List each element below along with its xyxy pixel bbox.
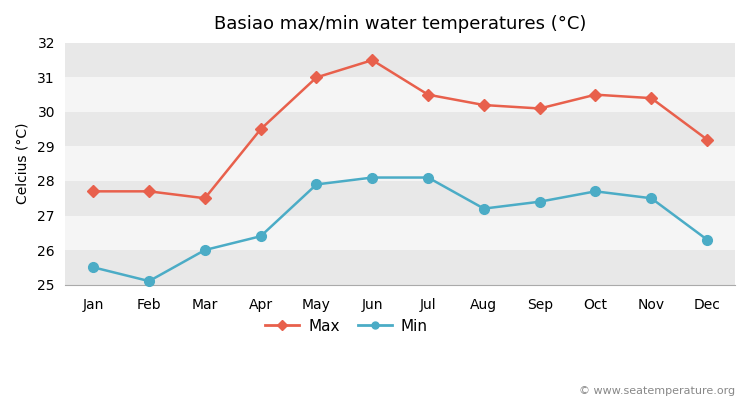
Max [256, 127, 265, 132]
Min [591, 189, 600, 194]
Min [256, 234, 265, 239]
Line: Max: Max [89, 56, 711, 202]
Max [536, 106, 544, 111]
Min [312, 182, 321, 187]
Bar [65, 112, 735, 146]
Max [368, 58, 376, 62]
Min [424, 175, 433, 180]
Min [646, 196, 656, 201]
Max [145, 189, 154, 194]
Min [368, 175, 376, 180]
Min [88, 265, 98, 270]
Bar [65, 146, 735, 181]
Text: © www.seatemperature.org: © www.seatemperature.org [579, 386, 735, 396]
Max [424, 92, 433, 97]
Bar [65, 250, 735, 284]
Max [591, 92, 600, 97]
Min [200, 248, 209, 252]
Bar [65, 216, 735, 250]
Min [479, 206, 488, 211]
Min [703, 237, 712, 242]
Bar [65, 78, 735, 112]
Max [312, 75, 321, 80]
Max [479, 103, 488, 108]
Line: Min: Min [88, 173, 712, 286]
Max [646, 96, 656, 100]
Title: Basiao max/min water temperatures (°C): Basiao max/min water temperatures (°C) [214, 15, 586, 33]
Min [536, 199, 544, 204]
Bar [65, 181, 735, 216]
Legend: Max, Min: Max, Min [260, 312, 434, 340]
Bar [65, 43, 735, 78]
Min [145, 279, 154, 284]
Max [200, 196, 209, 201]
Y-axis label: Celcius (°C): Celcius (°C) [15, 123, 29, 204]
Max [88, 189, 98, 194]
Max [703, 137, 712, 142]
